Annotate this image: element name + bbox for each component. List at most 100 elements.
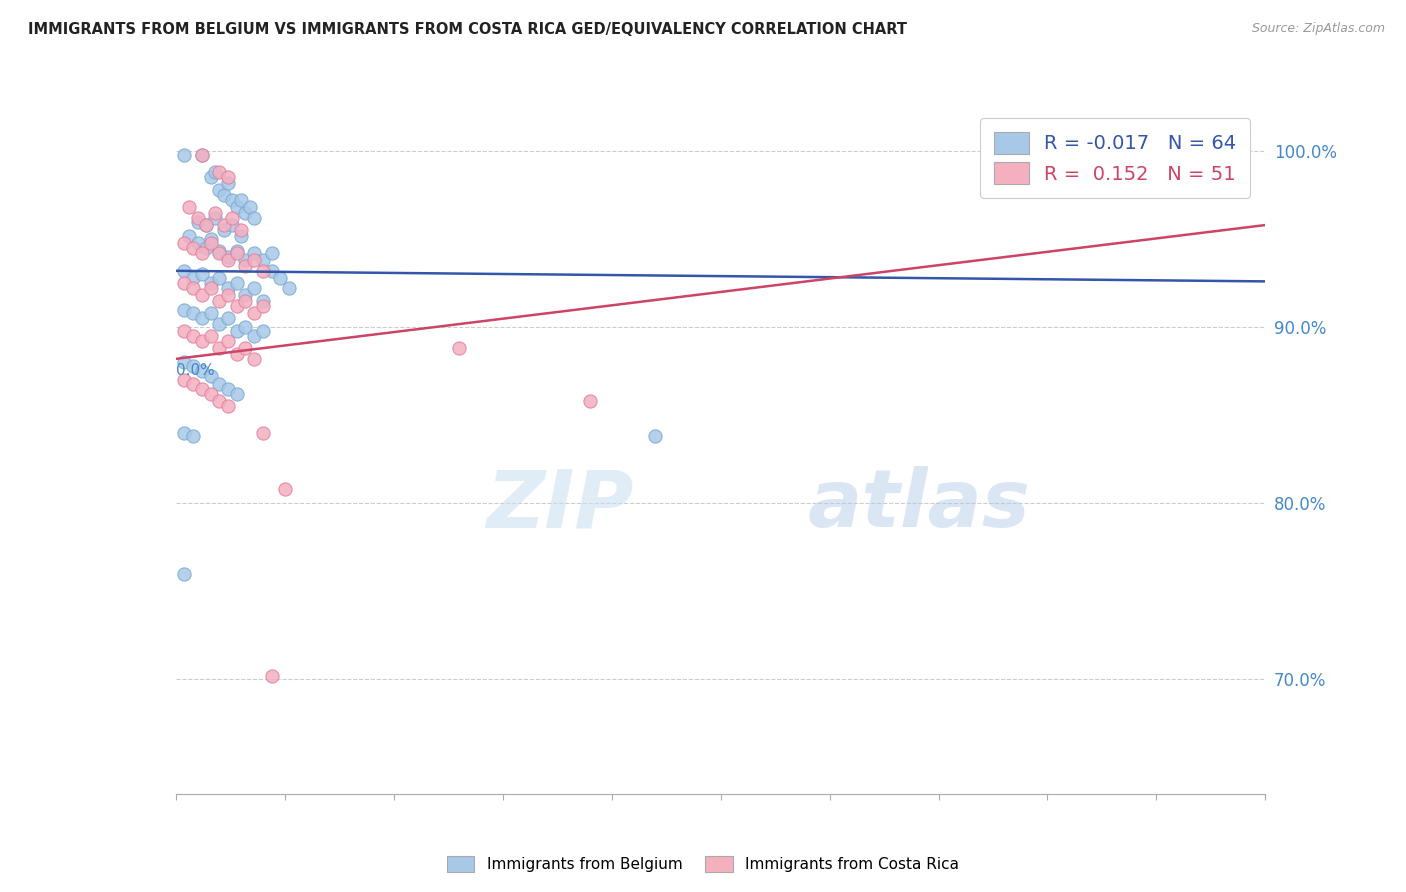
Point bbox=[225, 387, 247, 401]
Point bbox=[579, 394, 602, 409]
Point bbox=[217, 281, 239, 295]
Point bbox=[200, 329, 222, 343]
Text: ZIP: ZIP bbox=[486, 467, 633, 544]
Point bbox=[239, 201, 262, 215]
Text: 0.0%: 0.0% bbox=[176, 363, 215, 378]
Point bbox=[191, 246, 214, 260]
Point bbox=[252, 293, 274, 308]
Point bbox=[200, 369, 222, 384]
Point bbox=[274, 482, 297, 496]
Point bbox=[235, 341, 257, 355]
Point bbox=[181, 329, 204, 343]
Point bbox=[173, 373, 195, 387]
Point bbox=[243, 211, 266, 225]
Point bbox=[252, 253, 274, 268]
Legend: Immigrants from Belgium, Immigrants from Costa Rica: Immigrants from Belgium, Immigrants from… bbox=[439, 848, 967, 880]
Point bbox=[177, 201, 200, 215]
Point bbox=[173, 566, 195, 581]
Point bbox=[217, 311, 239, 326]
Point bbox=[235, 293, 257, 308]
Point bbox=[252, 324, 274, 338]
Point bbox=[195, 241, 218, 255]
Point bbox=[208, 246, 231, 260]
Point bbox=[181, 241, 204, 255]
Point bbox=[225, 276, 247, 290]
Point bbox=[173, 302, 195, 317]
Point bbox=[181, 306, 204, 320]
Text: atlas: atlas bbox=[807, 467, 1031, 544]
Point bbox=[173, 355, 195, 369]
Point bbox=[208, 293, 231, 308]
Point bbox=[200, 170, 222, 185]
Point bbox=[191, 382, 214, 396]
Point bbox=[186, 211, 209, 225]
Point bbox=[225, 299, 247, 313]
Point bbox=[217, 288, 239, 302]
Point bbox=[181, 271, 204, 285]
Point bbox=[200, 232, 222, 246]
Point bbox=[269, 271, 291, 285]
Point bbox=[225, 346, 247, 360]
Legend: R = -0.017   N = 64, R =  0.152   N = 51: R = -0.017 N = 64, R = 0.152 N = 51 bbox=[980, 118, 1250, 198]
Point bbox=[260, 669, 283, 683]
Point bbox=[212, 218, 235, 232]
Point bbox=[221, 218, 243, 232]
Point bbox=[204, 205, 226, 219]
Point bbox=[212, 223, 235, 237]
Point bbox=[191, 311, 214, 326]
Text: Source: ZipAtlas.com: Source: ZipAtlas.com bbox=[1251, 22, 1385, 36]
Y-axis label: GED/Equivalency: GED/Equivalency bbox=[0, 385, 7, 516]
Point bbox=[217, 253, 239, 268]
Point bbox=[191, 268, 214, 282]
Point bbox=[208, 183, 231, 197]
Point bbox=[235, 320, 257, 334]
Point bbox=[235, 205, 257, 219]
Point bbox=[173, 264, 195, 278]
Point bbox=[191, 334, 214, 349]
Point bbox=[181, 376, 204, 391]
Point bbox=[217, 250, 239, 264]
Point bbox=[217, 176, 239, 190]
Point bbox=[208, 244, 231, 259]
Point bbox=[447, 341, 470, 355]
Point bbox=[225, 246, 247, 260]
Point bbox=[208, 394, 231, 409]
Point bbox=[200, 276, 222, 290]
Point bbox=[225, 324, 247, 338]
Point bbox=[200, 235, 222, 250]
Point bbox=[252, 264, 274, 278]
Point bbox=[221, 194, 243, 208]
Point bbox=[173, 276, 195, 290]
Point bbox=[173, 235, 195, 250]
Point bbox=[186, 214, 209, 228]
Point bbox=[217, 170, 239, 185]
Point bbox=[243, 281, 266, 295]
Point bbox=[181, 359, 204, 373]
Point bbox=[217, 334, 239, 349]
Point bbox=[243, 306, 266, 320]
Point bbox=[260, 246, 283, 260]
Point bbox=[173, 324, 195, 338]
Point bbox=[177, 228, 200, 243]
Point bbox=[235, 259, 257, 273]
Point bbox=[231, 194, 253, 208]
Point bbox=[208, 376, 231, 391]
Point bbox=[208, 271, 231, 285]
Point bbox=[200, 306, 222, 320]
Point bbox=[186, 235, 209, 250]
Point bbox=[191, 288, 214, 302]
Point bbox=[204, 165, 226, 179]
Point bbox=[217, 382, 239, 396]
Point bbox=[252, 425, 274, 440]
Point bbox=[221, 211, 243, 225]
Point bbox=[644, 429, 666, 443]
Point bbox=[225, 244, 247, 259]
Point bbox=[195, 218, 218, 232]
Point bbox=[278, 281, 301, 295]
Point bbox=[173, 147, 195, 161]
Point bbox=[181, 429, 204, 443]
Point bbox=[260, 264, 283, 278]
Point bbox=[191, 364, 214, 378]
Point bbox=[243, 329, 266, 343]
Point bbox=[243, 253, 266, 268]
